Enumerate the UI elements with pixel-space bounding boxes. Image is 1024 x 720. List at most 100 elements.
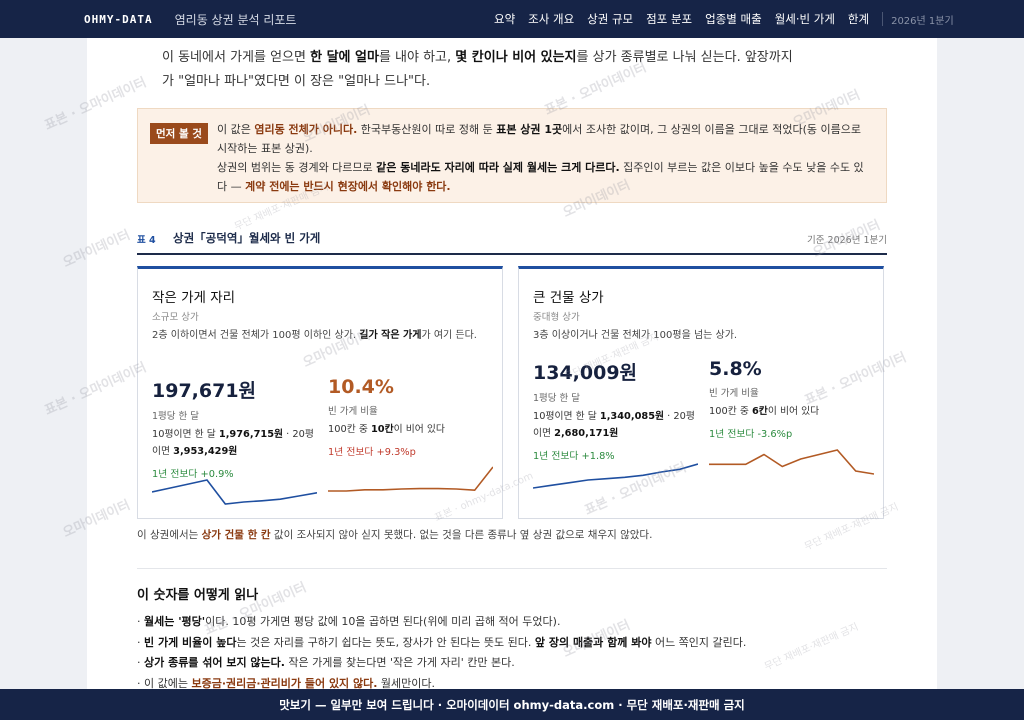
vacancy-detail: 100칸 중 6칸이 비어 있다 <box>709 403 874 420</box>
detail-value: 1,340,085원 <box>599 411 665 422</box>
brand-logo[interactable]: OHMY-DATA <box>84 12 153 26</box>
intro-emphasis: 한 달에 얼마 <box>310 50 379 65</box>
table-basis: 기준 2026년 1분기 <box>807 235 887 246</box>
note-emphasis: 같은 동네라도 자리에 따라 실제 월세는 크게 다르다. <box>376 161 620 174</box>
vacancy-label: 빈 가게 비율 <box>328 406 378 417</box>
table-title: 상권「공덕역」월세와 빈 가게 <box>173 231 321 245</box>
rent-value: 134,009원 <box>533 362 638 384</box>
nav-item-scale[interactable]: 상권 규모 <box>587 12 634 26</box>
caution-box: 먼저 볼 것 이 값은 염리동 전체가 아니다. 한국부동산원이 따로 정해 둔… <box>137 108 887 203</box>
desc-text: 3층 이상이거나 건물 전체가 100평을 넘는 상가. <box>533 330 738 341</box>
detail-text: 이 비어 있다 <box>393 424 445 435</box>
note-emphasis: 상가 건물 한 칸 <box>201 529 271 541</box>
vacancy-sparkline <box>709 449 874 475</box>
vacancy-label: 빈 가게 비율 <box>709 388 759 399</box>
sparkline-line <box>328 466 493 492</box>
note-text: 이 상권에서는 <box>137 529 202 541</box>
note-text: 값이 조사되지 않아 싣지 못했다. 없는 것을 다른 종류나 옆 상권 값으로… <box>270 529 653 541</box>
rent-change: 1년 전보다 +1.8% <box>533 451 615 462</box>
intro-text: 를 상가 종류별로 나눠 싣는다. 앞장까지가 "얼마나 파나"였다면 이 장은… <box>162 50 793 89</box>
desc-text: 가 여기 든다. <box>421 330 477 341</box>
rent-detail: 10평이면 한 달 1,976,715원 · 20평 이면 3,953,429원 <box>152 426 317 460</box>
detail-value: 6칸 <box>751 406 768 417</box>
rent-sparkline <box>533 463 698 489</box>
detail-text: 10평이면 한 달 <box>533 411 600 422</box>
section-heading: 이 숫자를 어떻게 읽나 <box>137 588 259 603</box>
rent-metric: 134,009원 1평당 한 달 10평이면 한 달 1,340,085원 · … <box>533 358 698 462</box>
detail-text: 10평이면 한 달 <box>152 429 219 440</box>
note-highlight: 염리동 전체가 아니다. <box>254 123 358 136</box>
vacancy-metric: 5.8% 빈 가게 비율 100칸 중 6칸이 비어 있다 1년 전보다 -3.… <box>709 358 874 440</box>
item-emphasis: 빈 가게 비율이 높다 <box>144 635 237 649</box>
item-emphasis: 월세는 '평당' <box>144 615 206 628</box>
nav-menu: 요약 조사 개요 상권 규모 점포 분포 업종별 매출 월세·빈 가게 한계 2… <box>494 0 954 38</box>
caution-line-1: 이 값은 염리동 전체가 아니다. 한국부동산원이 따로 정해 둔 표본 상권 … <box>217 120 872 158</box>
card-subtitle: 소규모 상가 <box>152 312 199 323</box>
card-subtitle: 중대형 상가 <box>533 312 580 323</box>
nav-item-limits[interactable]: 한계 <box>847 12 870 26</box>
sparkline-line <box>533 463 698 489</box>
note-text: 상권의 범위는 동 경계와 다르므로 <box>217 161 377 174</box>
nav-item-distribution[interactable]: 점포 분포 <box>646 12 693 26</box>
table-rule <box>137 253 887 255</box>
intro-paragraph: 이 동네에서 가게를 얻으면 한 달에 얼마를 내야 하고, 몇 칸이나 비어 … <box>162 46 802 94</box>
nav-item-sales[interactable]: 업종별 매출 <box>705 12 762 26</box>
rent-label: 1평당 한 달 <box>533 393 581 404</box>
detail-text: · 20평 <box>664 411 695 422</box>
card-title: 큰 건물 상가 <box>533 290 604 306</box>
item-text: 어느 쪽인지 갈린다. <box>651 635 747 649</box>
detail-value: 1,976,715원 <box>218 429 284 440</box>
missing-data-note: 이 상권에서는 상가 건물 한 칸 값이 조사되지 않아 싣지 못했다. 없는 … <box>137 527 887 542</box>
note-text: 에서 조사한 값이며, 그 상권의 이름을 그대로 적었다(동 이름으로 시작하… <box>217 123 862 155</box>
item-emphasis: 상가 종류를 섞어 보지 않는다. <box>144 656 285 669</box>
intro-text: 를 내야 하고, <box>378 50 456 65</box>
nav-item-survey[interactable]: 조사 개요 <box>528 12 575 26</box>
top-nav: OHMY-DATA 염리동 상권 분석 리포트 요약 조사 개요 상권 규모 점… <box>0 0 1024 38</box>
vacancy-detail: 100칸 중 10칸이 비어 있다 <box>328 421 493 438</box>
item-text: 는 것은 자리를 구하기 쉽다는 뜻도, 장사가 안 된다는 뜻도 된다. <box>236 635 535 649</box>
caution-line-2: 상권의 범위는 동 경계와 다르므로 같은 동네라도 자리에 따라 실제 월세는… <box>217 158 872 196</box>
list-item: · 월세는 '평당'이다. 10평 가게면 평당 값에 10을 곱하면 된다(위… <box>137 615 561 628</box>
nav-item-summary[interactable]: 요약 <box>494 12 516 26</box>
note-highlight: 계약 전에는 반드시 현장에서 확인해야 한다. <box>245 180 451 193</box>
detail-text: 이 비어 있다 <box>767 406 820 417</box>
note-text: 한국부동산원이 따로 정해 둔 <box>357 123 497 136</box>
table-caption: 표 4 상권「공덕역」월세와 빈 가게 기준 2026년 1분기 <box>137 230 887 250</box>
caution-text: 이 값은 염리동 전체가 아니다. 한국부동산원이 따로 정해 둔 표본 상권 … <box>217 120 872 196</box>
intro-text: 이 동네에서 가게를 얻으면 <box>162 50 311 65</box>
vacancy-change: 1년 전보다 +9.3%p <box>328 447 416 458</box>
nav-item-rent[interactable]: 월세·빈 가게 <box>774 12 835 26</box>
detail-text: 이면 <box>152 446 174 457</box>
item-text: 이다. 10평 가게면 평당 값에 10을 곱하면 된다(위에 미리 곱해 적어… <box>205 615 561 628</box>
item-text: 이 값에는 <box>144 676 192 690</box>
vacancy-metric: 10.4% 빈 가게 비율 100칸 중 10칸이 비어 있다 1년 전보다 +… <box>328 376 493 458</box>
detail-text: 이면 <box>533 428 555 439</box>
item-text: 월세만이다. <box>377 676 436 690</box>
reading-guide-list: · 월세는 '평당'이다. 10평 가게면 평당 값에 10을 곱하면 된다(위… <box>137 612 887 689</box>
list-item: · 상가 종류를 섞어 보지 않는다. 작은 가게를 찾는다면 '작은 가게 자… <box>137 656 515 669</box>
vacancy-change: 1년 전보다 -3.6%p <box>709 429 793 440</box>
detail-value: 3,953,429원 <box>173 446 238 457</box>
list-item: · 빈 가게 비율이 높다는 것은 자리를 구하기 쉽다는 뜻도, 장사가 안 … <box>137 635 747 649</box>
card-description: 2층 이하이면서 건물 전체가 100평 이하인 상가. 길가 작은 가게가 여… <box>152 328 492 343</box>
list-item: · 이 값에는 보증금·권리금·관리비가 들어 있지 않다. 월세만이다. <box>137 676 436 690</box>
table-number: 표 4 <box>137 235 156 246</box>
vacancy-value: 10.4% <box>328 376 394 398</box>
card-description: 3층 이상이거나 건물 전체가 100평을 넘는 상가. <box>533 328 873 343</box>
rent-metric: 197,671원 1평당 한 달 10평이면 한 달 1,976,715원 · … <box>152 376 317 480</box>
item-highlight: 보증금·권리금·관리비가 들어 있지 않다. <box>191 676 378 690</box>
item-emphasis: 앞 장의 매출과 함께 봐야 <box>534 635 652 649</box>
detail-text: 100칸 중 <box>709 406 752 417</box>
detail-value: 2,680,171원 <box>554 428 619 439</box>
desc-text: 2층 이하이면서 건물 전체가 100평 이하인 상가. <box>152 330 360 341</box>
note-text: 이 값은 <box>217 123 255 136</box>
nav-divider <box>882 12 884 26</box>
report-page: 이 동네에서 가게를 얻으면 한 달에 얼마를 내야 하고, 몇 칸이나 비어 … <box>87 38 937 689</box>
vacancy-value: 5.8% <box>709 358 762 380</box>
detail-text: 100칸 중 <box>328 424 371 435</box>
section-divider <box>137 568 887 569</box>
rent-change: 1년 전보다 +0.9% <box>152 469 234 480</box>
detail-value: 10칸 <box>370 424 394 435</box>
nav-period: 2026년 1분기 <box>891 15 954 27</box>
